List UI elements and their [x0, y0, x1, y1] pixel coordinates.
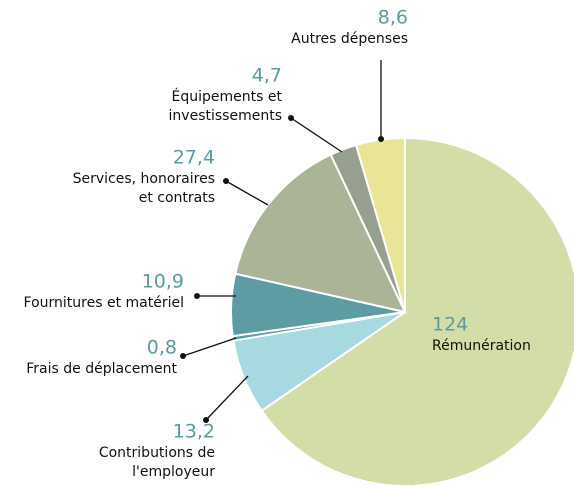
leader-dot [223, 178, 229, 184]
value-label: 0,8 [147, 337, 177, 359]
leader-dot [203, 417, 209, 423]
slice-label: Services, honoraires [73, 171, 215, 187]
slice-label: investissements [169, 108, 282, 124]
leader-line [182, 337, 237, 357]
value-label: 4,7 [252, 65, 282, 87]
slice-label: Rémunération [432, 338, 531, 354]
pie-slice [234, 153, 407, 314]
pie-slice [260, 136, 574, 485]
slice-label: l'employeur [132, 464, 215, 480]
leader-dot [180, 353, 186, 359]
slice-label: Équipements et [172, 88, 283, 105]
slice-label: Contributions de [99, 445, 215, 461]
leader-line [290, 117, 343, 153]
value-label: 124 [432, 314, 468, 336]
slice-label: Autres dépenses [291, 31, 408, 47]
value-label: 13,2 [173, 421, 215, 443]
leader-dot [194, 293, 200, 299]
leader-dot [288, 115, 294, 121]
slice-label: Frais de déplacement [26, 361, 177, 377]
slice-label: et contrats [139, 190, 215, 206]
value-label: 8,6 [378, 7, 408, 29]
value-label: 10,9 [142, 271, 184, 293]
leader-line [205, 375, 249, 421]
value-label: 27,4 [173, 147, 215, 169]
leader-line [225, 180, 269, 206]
leader-dot [378, 136, 384, 142]
slice-label: Fournitures et matériel [24, 295, 184, 311]
